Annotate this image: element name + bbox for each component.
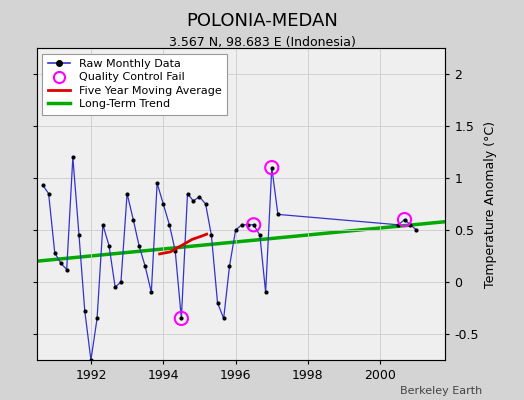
- Point: [406, 222, 414, 228]
- Point: [195, 194, 204, 200]
- Point: [51, 250, 59, 256]
- Point: [69, 154, 77, 160]
- Point: [177, 315, 185, 322]
- Point: [207, 232, 215, 238]
- Point: [394, 222, 402, 228]
- Text: POLONIA-MEDAN: POLONIA-MEDAN: [186, 12, 338, 30]
- Point: [165, 222, 173, 228]
- Point: [243, 222, 252, 228]
- Point: [111, 284, 119, 290]
- Point: [75, 232, 83, 238]
- Point: [400, 216, 409, 223]
- Point: [268, 164, 276, 171]
- Point: [225, 263, 234, 270]
- Legend: Raw Monthly Data, Quality Control Fail, Five Year Moving Average, Long-Term Tren: Raw Monthly Data, Quality Control Fail, …: [42, 54, 227, 115]
- Point: [268, 164, 276, 171]
- Point: [213, 300, 222, 306]
- Point: [117, 279, 125, 285]
- Point: [400, 216, 409, 223]
- Point: [62, 266, 71, 273]
- Point: [171, 248, 179, 254]
- Point: [249, 222, 258, 228]
- Point: [87, 357, 95, 363]
- Point: [45, 190, 53, 197]
- Point: [201, 201, 210, 207]
- Point: [129, 216, 137, 223]
- Point: [237, 222, 246, 228]
- Point: [412, 227, 421, 233]
- Point: [105, 242, 113, 249]
- Point: [81, 308, 89, 314]
- Point: [256, 232, 264, 238]
- Point: [220, 315, 228, 322]
- Point: [249, 222, 258, 228]
- Point: [123, 190, 132, 197]
- Text: Berkeley Earth: Berkeley Earth: [400, 386, 482, 396]
- Point: [135, 242, 143, 249]
- Y-axis label: Temperature Anomaly (°C): Temperature Anomaly (°C): [485, 120, 497, 288]
- Point: [57, 260, 65, 266]
- Point: [159, 201, 168, 207]
- Point: [99, 222, 107, 228]
- Point: [189, 198, 198, 204]
- Point: [153, 180, 161, 186]
- Point: [39, 182, 47, 188]
- Point: [93, 315, 101, 322]
- Point: [232, 227, 240, 233]
- Text: 3.567 N, 98.683 E (Indonesia): 3.567 N, 98.683 E (Indonesia): [169, 36, 355, 49]
- Point: [183, 190, 192, 197]
- Point: [147, 289, 156, 296]
- Point: [261, 289, 270, 296]
- Point: [141, 263, 149, 270]
- Point: [177, 315, 185, 322]
- Point: [274, 211, 282, 218]
